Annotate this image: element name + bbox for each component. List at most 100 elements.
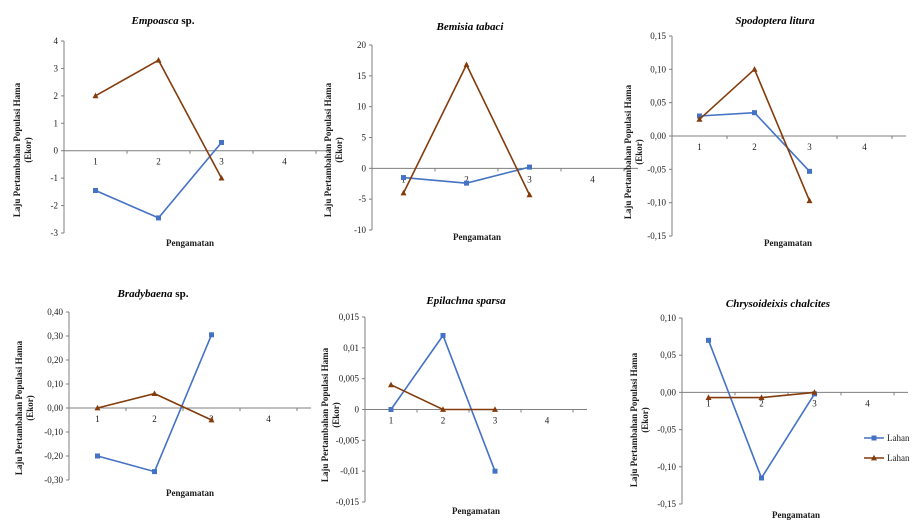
x-axis-label: Pengamatan	[764, 238, 812, 248]
y-tick-label: -0,05	[647, 164, 666, 174]
y-tick-label: 0	[362, 163, 367, 173]
series-1-point	[697, 113, 702, 119]
y-axis-label: Laju Pertambahan Populasi Hama(Ekor)	[323, 82, 344, 217]
series-2-point	[526, 191, 533, 198]
y-tick-label: 15	[357, 71, 367, 81]
series-1-point	[440, 333, 446, 338]
y-tick-label: 1	[54, 118, 59, 128]
series-1-point	[152, 469, 157, 475]
x-tick-label: 4	[282, 157, 287, 167]
x-tick-label: 3	[807, 142, 812, 152]
series-2-point	[151, 390, 158, 396]
y-tick-label: -0,10	[657, 462, 676, 472]
chart-title: Empoasca sp.	[131, 15, 195, 27]
y-tick-label: 0,00	[47, 403, 63, 413]
y-axis-label-line1: Laju Pertambahan Populasi Hama	[14, 340, 24, 475]
series-2-point	[155, 57, 162, 63]
chart-panel-2: Bemisia tabaci-10-5051015201234Laju Pert…	[323, 21, 638, 242]
y-axis-label-line1: Laju Pertambahan Populasi Hama	[629, 352, 639, 487]
chart-title-italic: Empoasca	[131, 15, 180, 27]
y-axis-label: Laju Pertambahan Populasi Hama(Ekor)	[629, 352, 650, 487]
y-tick-label: -5	[359, 194, 367, 204]
x-axis-label: Pengamatan	[166, 238, 214, 248]
y-tick-label: 0,05	[650, 98, 666, 108]
series-1-point	[95, 453, 100, 459]
chart-panel-1: Empoasca sp. -3 -2 -1 0 1 2 3 4 1 2 3 4 Laju Pertamba…	[12, 15, 330, 248]
series-line-1	[95, 141, 223, 219]
chart-title-italic: Bemisia tabaci	[436, 21, 505, 33]
y-tick-label: 20	[357, 40, 367, 50]
y-tick-label: -0,30	[44, 475, 63, 485]
x-tick-label: 2	[752, 142, 757, 152]
chart-title-italic: Bradybaena	[117, 288, 174, 300]
y-axis-label-line1: Laju Pertambahan Populasi Hama	[623, 84, 633, 219]
series-1-point	[209, 332, 214, 338]
y-axis-label: Laju Pertambahan Populasi Hama(Ekor)	[623, 84, 644, 219]
series-2-point	[208, 416, 215, 423]
x-axis-label: Pengamatan	[452, 506, 500, 516]
y-tick-label: -1	[51, 173, 59, 183]
x-tick-label: 4	[545, 416, 550, 426]
x-tick-label: 2	[441, 416, 446, 426]
y-axis-label-line1: Laju Pertambahan Populasi Hama	[323, 82, 333, 217]
y-axis-label-line2: (Ekor)	[640, 407, 650, 433]
y-tick-label: 5	[362, 133, 367, 143]
y-axis-label: Laju Pertambahan Populasi Hama(Ekor)	[12, 82, 33, 217]
x-tick-label: 2	[759, 398, 764, 408]
y-tick-label: -0,015	[336, 497, 360, 507]
chart-title-italic: Epilachna sparsa	[425, 295, 506, 307]
chart-title: Chrysoideixis chalcites	[726, 298, 830, 310]
series-2-point	[440, 406, 446, 412]
x-tick-label: 4	[590, 174, 595, 184]
chart-panel-3: Spodoptera litura -0,15 -0,10 -0,05 0,00 0,05…	[623, 15, 906, 248]
series-2-point	[463, 61, 470, 68]
y-tick-label: -0,15	[647, 231, 666, 241]
y-tick-label: 0,05	[660, 350, 676, 360]
y-tick-label: 0,005	[339, 374, 360, 384]
x-axis-label: Pengamatan	[166, 488, 214, 498]
y-axis-label: Laju Pertambahan Populasi Hama(Ekor)	[14, 340, 35, 475]
chart-panel-5: Epilachna sparsa -0,015 -0,01 -0,005 0 0,005 0…	[320, 295, 587, 516]
y-tick-label: 0	[355, 405, 360, 415]
y-tick-label: 0,15	[650, 31, 666, 41]
y-tick-label: -0,10	[647, 198, 666, 208]
y-tick-label: -0,15	[657, 499, 676, 509]
y-tick-label: 10	[357, 102, 367, 112]
series-line-1	[707, 340, 816, 480]
series-line-2	[698, 67, 811, 201]
legend-marker-square	[871, 435, 877, 441]
x-axis-label: Pengamatan	[453, 232, 501, 242]
chart-title-italic: Chrysoideixis chalcites	[726, 298, 830, 310]
y-tick-label: 0,01	[343, 343, 359, 353]
series-1-point	[807, 168, 812, 174]
chart-panel-4: Bradybaena sp. -0,30 -0,20 -0,10 0,00 0,10 0,2…	[14, 288, 311, 498]
y-axis-label: Laju Pertambahan Populasi Hama(Ekor)	[320, 347, 341, 482]
y-tick-label: -0,20	[44, 451, 63, 461]
y-tick-label: -0,10	[44, 427, 63, 437]
series-2-point	[751, 66, 758, 72]
series-2-point	[94, 404, 101, 411]
x-tick-label: 3	[527, 174, 532, 184]
chart-title: Epilachna sparsa	[425, 295, 506, 307]
y-tick-label: 0,10	[650, 64, 666, 74]
x-tick-label: 1	[93, 157, 98, 167]
y-tick-label: -10	[354, 225, 366, 235]
series-1-point	[156, 215, 161, 221]
y-tick-label: 0,015	[339, 312, 360, 322]
y-tick-label: 0,20	[47, 355, 63, 365]
series-2-point	[811, 389, 818, 395]
legend-label: Lahan	[887, 453, 910, 463]
series-line-1	[390, 333, 496, 472]
x-tick-label: 1	[95, 414, 100, 424]
x-tick-label: 2	[464, 174, 469, 184]
y-tick-label: 4	[54, 36, 59, 46]
series-1-point	[752, 110, 757, 116]
y-axis-label-line1: Laju Pertambahan Populasi Hama	[320, 347, 330, 482]
series-1-point	[464, 180, 469, 186]
x-tick-label: 2	[156, 157, 161, 167]
series-2-point	[92, 92, 99, 99]
y-axis-label-line2: (Ekor)	[634, 139, 644, 165]
series-2-point	[806, 197, 813, 204]
series-2-point	[218, 174, 225, 181]
